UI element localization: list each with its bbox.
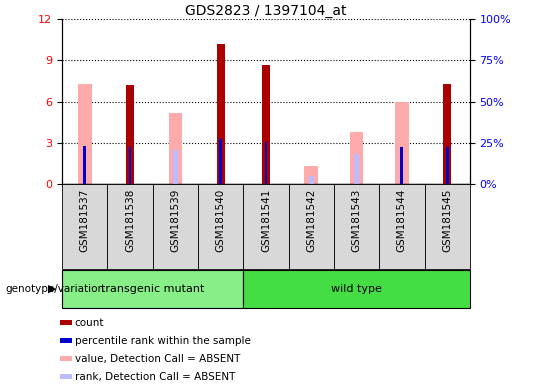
- Bar: [129, 147, 131, 184]
- Text: GSM181544: GSM181544: [397, 189, 407, 252]
- Text: rank, Detection Call = ABSENT: rank, Detection Call = ABSENT: [75, 371, 235, 382]
- Bar: [244, 270, 470, 308]
- Bar: [265, 142, 267, 184]
- Bar: [217, 44, 225, 184]
- Text: GSM181542: GSM181542: [306, 189, 316, 252]
- Bar: [219, 139, 222, 184]
- Bar: [62, 270, 244, 308]
- Text: wild type: wild type: [331, 284, 382, 294]
- Text: ▶: ▶: [48, 284, 57, 294]
- Bar: [153, 184, 198, 269]
- Text: genotype/variation: genotype/variation: [5, 284, 105, 294]
- Text: GSM181540: GSM181540: [215, 189, 226, 252]
- Bar: [173, 150, 178, 184]
- Bar: [83, 146, 86, 184]
- Title: GDS2823 / 1397104_at: GDS2823 / 1397104_at: [185, 4, 347, 18]
- Text: GSM181545: GSM181545: [442, 189, 452, 252]
- Text: transgenic mutant: transgenic mutant: [101, 284, 204, 294]
- Bar: [443, 84, 451, 184]
- Bar: [424, 184, 470, 269]
- Text: GSM181539: GSM181539: [170, 189, 180, 252]
- Bar: [168, 113, 182, 184]
- Text: GSM181538: GSM181538: [125, 189, 135, 252]
- Text: GSM181537: GSM181537: [80, 189, 90, 252]
- Bar: [350, 132, 363, 184]
- Bar: [379, 184, 424, 269]
- Bar: [59, 374, 72, 379]
- Bar: [395, 102, 409, 184]
- Text: value, Detection Call = ABSENT: value, Detection Call = ABSENT: [75, 354, 240, 364]
- Bar: [126, 85, 134, 184]
- Bar: [62, 184, 107, 269]
- Text: GSM181543: GSM181543: [352, 189, 362, 252]
- Bar: [309, 176, 314, 184]
- Bar: [59, 320, 72, 325]
- Bar: [107, 184, 153, 269]
- Bar: [288, 184, 334, 269]
- Bar: [59, 356, 72, 361]
- Text: percentile rank within the sample: percentile rank within the sample: [75, 336, 251, 346]
- Bar: [305, 166, 318, 184]
- Bar: [78, 84, 92, 184]
- Bar: [59, 338, 72, 343]
- Bar: [446, 147, 449, 184]
- Text: count: count: [75, 318, 104, 328]
- Text: GSM181541: GSM181541: [261, 189, 271, 252]
- Bar: [354, 154, 359, 184]
- Bar: [262, 65, 270, 184]
- Bar: [244, 184, 288, 269]
- Bar: [401, 147, 403, 184]
- Bar: [334, 184, 379, 269]
- Bar: [198, 184, 244, 269]
